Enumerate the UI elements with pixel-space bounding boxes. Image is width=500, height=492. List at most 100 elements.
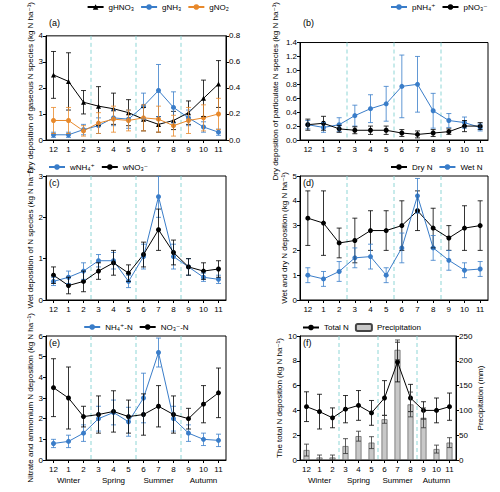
svg-text:200: 200 [459,356,473,365]
svg-text:6: 6 [400,305,405,314]
svg-text:3: 3 [96,305,101,314]
svg-text:(f): (f) [303,338,312,348]
svg-text:100: 100 [459,406,473,415]
svg-text:10: 10 [199,465,208,474]
svg-text:Total N: Total N [324,323,349,332]
svg-text:2: 2 [39,213,44,222]
svg-text:6: 6 [141,465,146,474]
svg-text:(e): (e) [49,338,60,348]
svg-text:7: 7 [156,305,161,314]
svg-text:4: 4 [368,145,373,154]
svg-text:8: 8 [171,465,176,474]
svg-text:wNO₃⁻: wNO₃⁻ [122,163,148,172]
svg-text:4: 4 [293,196,298,205]
svg-text:(c): (c) [49,178,60,188]
svg-text:3: 3 [39,172,44,181]
svg-text:Autumn: Autumn [190,476,218,485]
svg-text:5: 5 [293,172,298,181]
svg-text:9: 9 [447,145,452,154]
svg-text:NO₃⁻-N: NO₃⁻-N [161,323,189,332]
svg-text:Spring: Spring [347,476,370,485]
svg-text:11: 11 [214,145,223,154]
svg-text:0: 0 [459,456,464,465]
svg-text:6: 6 [293,381,298,390]
svg-text:1: 1 [39,109,44,118]
svg-text:1: 1 [321,145,326,154]
svg-text:Wet N: Wet N [460,163,482,172]
svg-text:12: 12 [49,305,58,314]
svg-text:1: 1 [321,305,326,314]
svg-text:5: 5 [384,145,389,154]
svg-text:0.4: 0.4 [286,108,298,117]
svg-text:0.8: 0.8 [286,80,298,89]
svg-text:(b): (b) [303,18,314,28]
svg-text:0.0: 0.0 [229,136,241,145]
svg-text:8: 8 [171,145,176,154]
svg-text:1: 1 [66,465,71,474]
svg-text:Nitrate and ammonium N deposit: Nitrate and ammonium N deposition (kg N … [26,313,35,483]
svg-text:5: 5 [126,145,131,154]
svg-text:8: 8 [431,305,436,314]
svg-text:5: 5 [384,305,389,314]
svg-text:pNO₃⁻: pNO₃⁻ [463,3,487,12]
svg-text:5: 5 [369,465,374,474]
svg-text:Summer: Summer [382,476,413,485]
svg-text:0.4: 0.4 [229,83,241,92]
svg-text:3: 3 [96,145,101,154]
svg-text:50: 50 [459,431,468,440]
svg-text:Dry N: Dry N [412,163,433,172]
svg-text:8: 8 [171,305,176,314]
svg-text:8: 8 [408,465,413,474]
svg-text:Wet deposition of N species (k: Wet deposition of N species (kg N ha⁻¹) [26,167,35,308]
svg-text:1.4: 1.4 [286,38,298,47]
svg-text:2: 2 [39,414,44,423]
svg-text:3: 3 [39,57,44,66]
svg-text:10: 10 [199,305,208,314]
svg-text:4: 4 [356,465,361,474]
svg-text:12: 12 [302,465,311,474]
svg-text:9: 9 [421,465,426,474]
svg-text:7: 7 [156,145,161,154]
svg-text:10: 10 [460,305,469,314]
svg-text:6: 6 [141,305,146,314]
svg-text:3: 3 [39,394,44,403]
svg-text:6: 6 [400,145,405,154]
svg-text:3: 3 [293,221,298,230]
svg-text:2: 2 [39,83,44,92]
svg-text:5: 5 [39,352,44,361]
svg-text:2: 2 [81,145,86,154]
svg-text:0: 0 [39,456,44,465]
svg-text:0.0: 0.0 [286,136,298,145]
svg-text:gHNO₃: gHNO₃ [109,3,134,12]
svg-text:0.2: 0.2 [229,109,241,118]
svg-text:The total N deposition (kg N h: The total N deposition (kg N ha⁻¹) [275,338,284,458]
svg-text:11: 11 [214,305,223,314]
svg-text:4: 4 [293,406,298,415]
svg-text:4: 4 [111,305,116,314]
svg-text:2: 2 [81,305,86,314]
svg-text:1: 1 [66,305,71,314]
svg-text:4: 4 [39,31,44,40]
svg-text:10: 10 [288,332,297,341]
svg-text:6: 6 [382,465,387,474]
svg-text:Precipitation: Precipitation [377,323,421,332]
svg-text:9: 9 [186,305,191,314]
svg-text:Precipitation (mm): Precipitation (mm) [476,365,485,430]
svg-text:Autumn: Autumn [423,476,451,485]
svg-text:12: 12 [303,145,312,154]
svg-text:2: 2 [81,465,86,474]
svg-text:250: 250 [459,332,473,341]
svg-text:Winter: Winter [308,476,331,485]
svg-text:0.6: 0.6 [286,94,298,103]
svg-text:1: 1 [317,465,322,474]
svg-text:NH₄⁺-N: NH₄⁺-N [105,323,133,332]
svg-text:5: 5 [126,465,131,474]
svg-text:4: 4 [368,305,373,314]
svg-text:11: 11 [445,465,454,474]
svg-text:10: 10 [432,465,441,474]
svg-text:1: 1 [39,254,44,263]
svg-text:11: 11 [476,145,485,154]
svg-text:9: 9 [186,145,191,154]
svg-text:0.2: 0.2 [286,122,298,131]
svg-text:(d): (d) [303,178,314,188]
